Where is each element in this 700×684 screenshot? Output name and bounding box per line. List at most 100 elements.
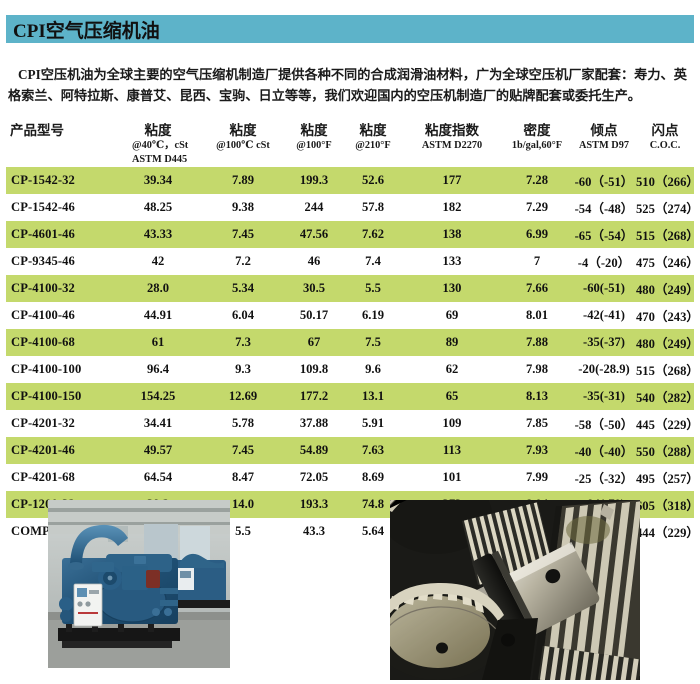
spec-value-cell: 49.57 <box>114 437 202 464</box>
spec-value-cell: 7.3 <box>202 329 284 356</box>
product-model-cell: CP-4201-68 <box>6 464 114 491</box>
spec-value-cell: 8.01 <box>502 302 572 329</box>
spec-value-cell: -35(-31) <box>572 383 636 410</box>
spec-value-cell: -42(-41) <box>572 302 636 329</box>
spec-value-cell: 7.4 <box>344 248 402 275</box>
column-header-main-4: 粘度 <box>359 123 387 138</box>
table-row: CP-4201-46 49.57 7.45 54.89 7.63 113 7.93 -40（-… <box>6 437 699 464</box>
spec-value-cell: 6.19 <box>344 302 402 329</box>
product-model-cell: CP-4601-46 <box>6 221 114 248</box>
spec-value-cell: 510（266） <box>636 167 699 194</box>
spec-value-cell: 182 <box>402 194 502 221</box>
column-header-main-3: 粘度 <box>300 123 328 138</box>
table-column-header-7: 倾点 ASTM D97 <box>572 122 636 167</box>
table-column-header-3: 粘度 @100°F <box>284 122 344 167</box>
table-row: CP-4201-32 34.41 5.78 37.88 5.91 109 7.85 -58（-… <box>6 410 699 437</box>
spec-value-cell: -60(-51) <box>572 275 636 302</box>
spec-value-cell: -58（-50） <box>572 410 636 437</box>
product-model-cell: CP-4100-100 <box>6 356 114 383</box>
spec-value-cell: 89 <box>402 329 502 356</box>
column-header-sub-3: @100°F <box>296 140 332 151</box>
product-model-cell: CP-1542-32 <box>6 167 114 194</box>
spec-value-cell: -54（-48） <box>572 194 636 221</box>
table-row: CP-4601-46 43.33 7.45 47.56 7.62 138 6.99 -65（-… <box>6 221 699 248</box>
spec-value-cell: 138 <box>402 221 502 248</box>
spec-value-cell: 72.05 <box>284 464 344 491</box>
column-header-main-0: 产品型号 <box>10 123 64 138</box>
spec-value-cell: 8.13 <box>502 383 572 410</box>
page-title: CPI空气压缩机油 <box>13 20 160 42</box>
spec-value-cell: 8.69 <box>344 464 402 491</box>
spec-value-cell: 7.28 <box>502 167 572 194</box>
spec-value-cell: 7.45 <box>202 221 284 248</box>
spec-value-cell: 46 <box>284 248 344 275</box>
spec-value-cell: 69 <box>402 302 502 329</box>
spec-value-cell: 7.93 <box>502 437 572 464</box>
spec-value-cell: 154.25 <box>114 383 202 410</box>
spec-value-cell: 177.2 <box>284 383 344 410</box>
spec-value-cell: 44.91 <box>114 302 202 329</box>
spec-value-cell: 13.1 <box>344 383 402 410</box>
product-model-cell: CP-1542-46 <box>6 194 114 221</box>
spec-value-cell: 6.04 <box>202 302 284 329</box>
spec-value-cell: 109.8 <box>284 356 344 383</box>
spec-value-cell: 525（274） <box>636 194 699 221</box>
spec-value-cell: 7.2 <box>202 248 284 275</box>
table-row: CP-1542-32 39.34 7.89 199.3 52.6 177 7.28 -60（-… <box>6 167 699 194</box>
spec-value-cell: 444（229） <box>636 518 699 545</box>
spec-value-cell: -20(-28.9) <box>572 356 636 383</box>
spec-value-cell: -60（-51） <box>572 167 636 194</box>
spec-value-cell: 7.62 <box>344 221 402 248</box>
spec-value-cell: 515（268） <box>636 221 699 248</box>
spec-value-cell: 43.33 <box>114 221 202 248</box>
spec-value-cell: 7 <box>502 248 572 275</box>
spec-value-cell: 6.99 <box>502 221 572 248</box>
table-row: CP-9345-46 42 7.2 46 7.4 133 7 -4（-20） 475（246） <box>6 248 699 275</box>
intro-paragraph: CPI空压机油为全球主要的空气压缩机制造厂提供各种不同的合成润滑油材料，广为全球… <box>8 67 687 103</box>
spec-value-cell: 113 <box>402 437 502 464</box>
column-header-sub-1: @40℃，cSt <box>132 140 189 151</box>
spec-value-cell: 470（243） <box>636 302 699 329</box>
spec-value-cell: 52.6 <box>344 167 402 194</box>
spec-value-cell: 8.47 <box>202 464 284 491</box>
spec-value-cell: 67 <box>284 329 344 356</box>
product-model-cell: CP-4100-32 <box>6 275 114 302</box>
spec-value-cell: 61 <box>114 329 202 356</box>
table-column-header-4: 粘度 @210°F <box>344 122 402 167</box>
spec-value-cell: 133 <box>402 248 502 275</box>
spec-value-cell: 43.3 <box>284 518 344 545</box>
spec-value-cell: 130 <box>402 275 502 302</box>
spec-value-cell: 5.91 <box>344 410 402 437</box>
spec-value-cell: 193.3 <box>284 491 344 518</box>
spec-value-cell: 12.69 <box>202 383 284 410</box>
spec-value-cell: 177 <box>402 167 502 194</box>
column-header-sub-5: ASTM D2270 <box>421 140 483 151</box>
column-header-sub-7: ASTM D97 <box>578 140 630 151</box>
gears-closeup-photo <box>390 500 640 680</box>
table-row: CP-4100-150 154.25 12.69 177.2 13.1 65 8.13 -35… <box>6 383 699 410</box>
table-body: CP-1542-32 39.34 7.89 199.3 52.6 177 7.28 -60（-… <box>6 167 699 545</box>
table-column-header-5: 粘度指数 ASTM D2270 <box>402 122 502 167</box>
page-title-band: CPI空气压缩机油 <box>6 15 694 43</box>
spec-value-cell: -40（-40） <box>572 437 636 464</box>
spec-value-cell: 37.88 <box>284 410 344 437</box>
product-model-cell: CP-4100-46 <box>6 302 114 329</box>
spec-value-cell: 48.25 <box>114 194 202 221</box>
spec-value-cell: -25（-32） <box>572 464 636 491</box>
table-column-header-8: 闪点 C.O.C. <box>636 122 694 167</box>
column-header-main-6: 密度 <box>523 123 551 138</box>
product-model-cell: CP-4201-32 <box>6 410 114 437</box>
column-header-sub-4: @210°F <box>355 140 391 151</box>
spec-value-cell: 7.63 <box>344 437 402 464</box>
spec-value-cell: 199.3 <box>284 167 344 194</box>
table-row: CP-4100-46 44.91 6.04 50.17 6.19 69 8.01 -42(-4… <box>6 302 699 329</box>
spec-value-cell: 7.29 <box>502 194 572 221</box>
table-header-row: 产品型号 粘度 @40℃，cSt ASTM D445 粘度 @100℃ cSt 粘度 @100… <box>6 122 694 167</box>
air-compressor-unit-photo <box>48 500 230 668</box>
column-header-sub-6: 1b/gal,60°F <box>511 140 563 151</box>
spec-value-cell: 244 <box>284 194 344 221</box>
spec-value-cell: 9.3 <box>202 356 284 383</box>
spec-value-cell: 7.98 <box>502 356 572 383</box>
column-header-main-1: 粘度 <box>144 123 172 138</box>
